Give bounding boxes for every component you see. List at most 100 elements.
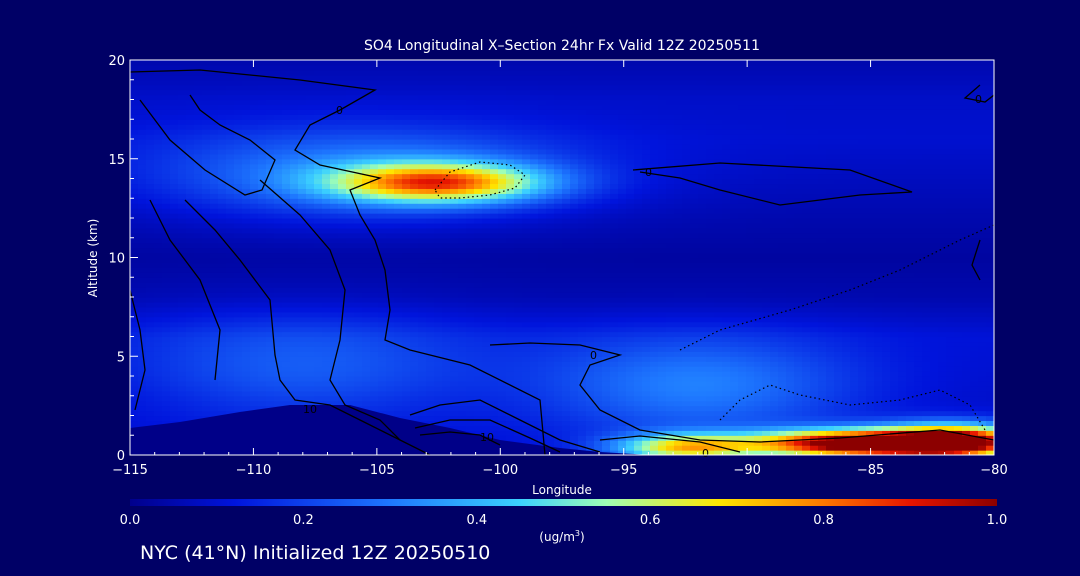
heatmap-cell bbox=[594, 341, 603, 347]
heatmap-cell bbox=[298, 188, 307, 194]
heatmap-cell bbox=[450, 173, 459, 180]
heatmap-cell bbox=[266, 272, 275, 278]
heatmap-cell bbox=[386, 297, 395, 303]
heatmap-cell bbox=[178, 247, 187, 254]
heatmap-cell bbox=[146, 129, 155, 135]
heatmap-cell bbox=[290, 69, 299, 76]
heatmap-cell bbox=[458, 366, 467, 372]
heatmap-cell bbox=[538, 390, 547, 397]
heatmap-cell bbox=[458, 168, 467, 175]
heatmap-cell bbox=[458, 104, 467, 110]
heatmap-cell bbox=[346, 400, 355, 407]
heatmap-cell bbox=[418, 213, 427, 219]
heatmap-cell bbox=[138, 60, 147, 66]
heatmap-cell bbox=[418, 104, 427, 110]
heatmap-cell bbox=[234, 203, 243, 209]
heatmap-cell bbox=[250, 222, 259, 229]
heatmap-cell bbox=[594, 74, 603, 81]
heatmap-cell bbox=[450, 272, 459, 278]
heatmap-cell bbox=[450, 361, 459, 367]
heatmap-cell bbox=[442, 188, 451, 194]
heatmap-cell bbox=[458, 252, 467, 259]
heatmap-cell bbox=[162, 385, 171, 392]
heatmap-cell bbox=[594, 440, 603, 446]
heatmap-cell bbox=[210, 272, 219, 278]
heatmap-cell bbox=[498, 242, 507, 249]
heatmap-cell bbox=[474, 60, 483, 66]
heatmap-cell bbox=[466, 139, 475, 145]
heatmap-cell bbox=[162, 351, 171, 357]
heatmap-cell bbox=[250, 158, 259, 165]
heatmap-cell bbox=[474, 232, 483, 239]
heatmap-cell bbox=[266, 104, 275, 110]
heatmap-cell bbox=[210, 134, 219, 140]
heatmap-cell bbox=[130, 227, 139, 234]
heatmap-cell bbox=[586, 380, 595, 387]
heatmap-cell bbox=[386, 183, 395, 189]
heatmap-cell bbox=[370, 232, 379, 239]
heatmap-cell bbox=[594, 316, 603, 323]
heatmap-cell bbox=[530, 331, 539, 338]
heatmap-cell bbox=[434, 282, 443, 288]
heatmap-cell bbox=[402, 351, 411, 357]
heatmap-cell bbox=[138, 213, 147, 219]
heatmap-cell bbox=[418, 346, 427, 352]
heatmap-cell bbox=[578, 158, 587, 165]
heatmap-cell bbox=[346, 129, 355, 135]
heatmap-cell bbox=[562, 410, 571, 417]
heatmap-cell bbox=[570, 262, 579, 268]
heatmap-cell bbox=[578, 74, 587, 81]
heatmap-cell bbox=[442, 143, 451, 150]
heatmap-cell bbox=[426, 124, 435, 130]
heatmap-cell bbox=[274, 346, 283, 352]
heatmap-cell bbox=[282, 104, 291, 110]
heatmap-cell bbox=[330, 321, 339, 328]
heatmap-cell bbox=[450, 326, 459, 333]
heatmap-cell bbox=[586, 405, 595, 412]
heatmap-cell bbox=[426, 158, 435, 165]
heatmap-cell bbox=[490, 208, 499, 214]
heatmap-cell bbox=[282, 134, 291, 140]
heatmap-cell bbox=[274, 143, 283, 150]
heatmap-cell bbox=[298, 395, 307, 402]
heatmap-cell bbox=[482, 297, 491, 303]
heatmap-cell bbox=[522, 163, 531, 170]
heatmap-cell bbox=[586, 213, 595, 219]
heatmap-cell bbox=[570, 119, 579, 125]
heatmap-cell bbox=[458, 178, 467, 185]
heatmap-cell bbox=[178, 336, 187, 343]
heatmap-cell bbox=[250, 188, 259, 194]
heatmap-cell bbox=[546, 262, 555, 268]
heatmap-cell bbox=[306, 158, 315, 165]
heatmap-cell bbox=[546, 272, 555, 278]
heatmap-cell bbox=[474, 390, 483, 397]
heatmap-cell bbox=[402, 119, 411, 125]
heatmap-cell bbox=[562, 178, 571, 185]
heatmap-cell bbox=[586, 351, 595, 357]
heatmap-cell bbox=[538, 346, 547, 352]
heatmap-cell bbox=[362, 326, 371, 333]
heatmap-cell bbox=[218, 272, 227, 278]
heatmap-cell bbox=[178, 109, 187, 115]
heatmap-cell bbox=[386, 380, 395, 387]
heatmap-cell bbox=[162, 99, 171, 106]
heatmap-cell bbox=[362, 139, 371, 145]
heatmap-cell bbox=[602, 326, 611, 333]
heatmap-cell bbox=[362, 376, 371, 382]
heatmap-cell bbox=[546, 84, 555, 91]
heatmap-cell bbox=[538, 208, 547, 214]
heatmap-cell bbox=[586, 74, 595, 81]
heatmap-cell bbox=[178, 287, 187, 293]
heatmap-cell bbox=[506, 292, 515, 298]
heatmap-cell bbox=[402, 405, 411, 412]
heatmap-cell bbox=[186, 346, 195, 352]
heatmap-cell bbox=[186, 371, 195, 377]
heatmap-cell bbox=[586, 277, 595, 283]
heatmap-cell bbox=[426, 203, 435, 209]
heatmap-cell bbox=[234, 380, 243, 387]
heatmap-cell bbox=[570, 326, 579, 333]
heatmap-cell bbox=[178, 208, 187, 214]
heatmap-cell bbox=[354, 173, 363, 180]
heatmap-cell bbox=[370, 376, 379, 382]
heatmap-cell bbox=[434, 232, 443, 239]
